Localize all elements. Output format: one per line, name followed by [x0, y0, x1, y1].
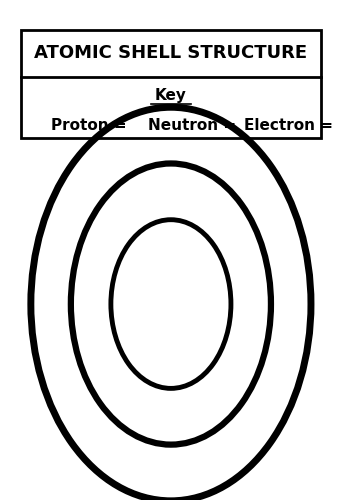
Text: Key: Key	[155, 88, 187, 103]
Text: Electron =: Electron =	[244, 118, 333, 134]
Text: ATOMIC SHELL STRUCTURE: ATOMIC SHELL STRUCTURE	[34, 44, 308, 62]
Text: Neutron =: Neutron =	[148, 118, 236, 134]
Text: Proton =: Proton =	[51, 118, 126, 134]
